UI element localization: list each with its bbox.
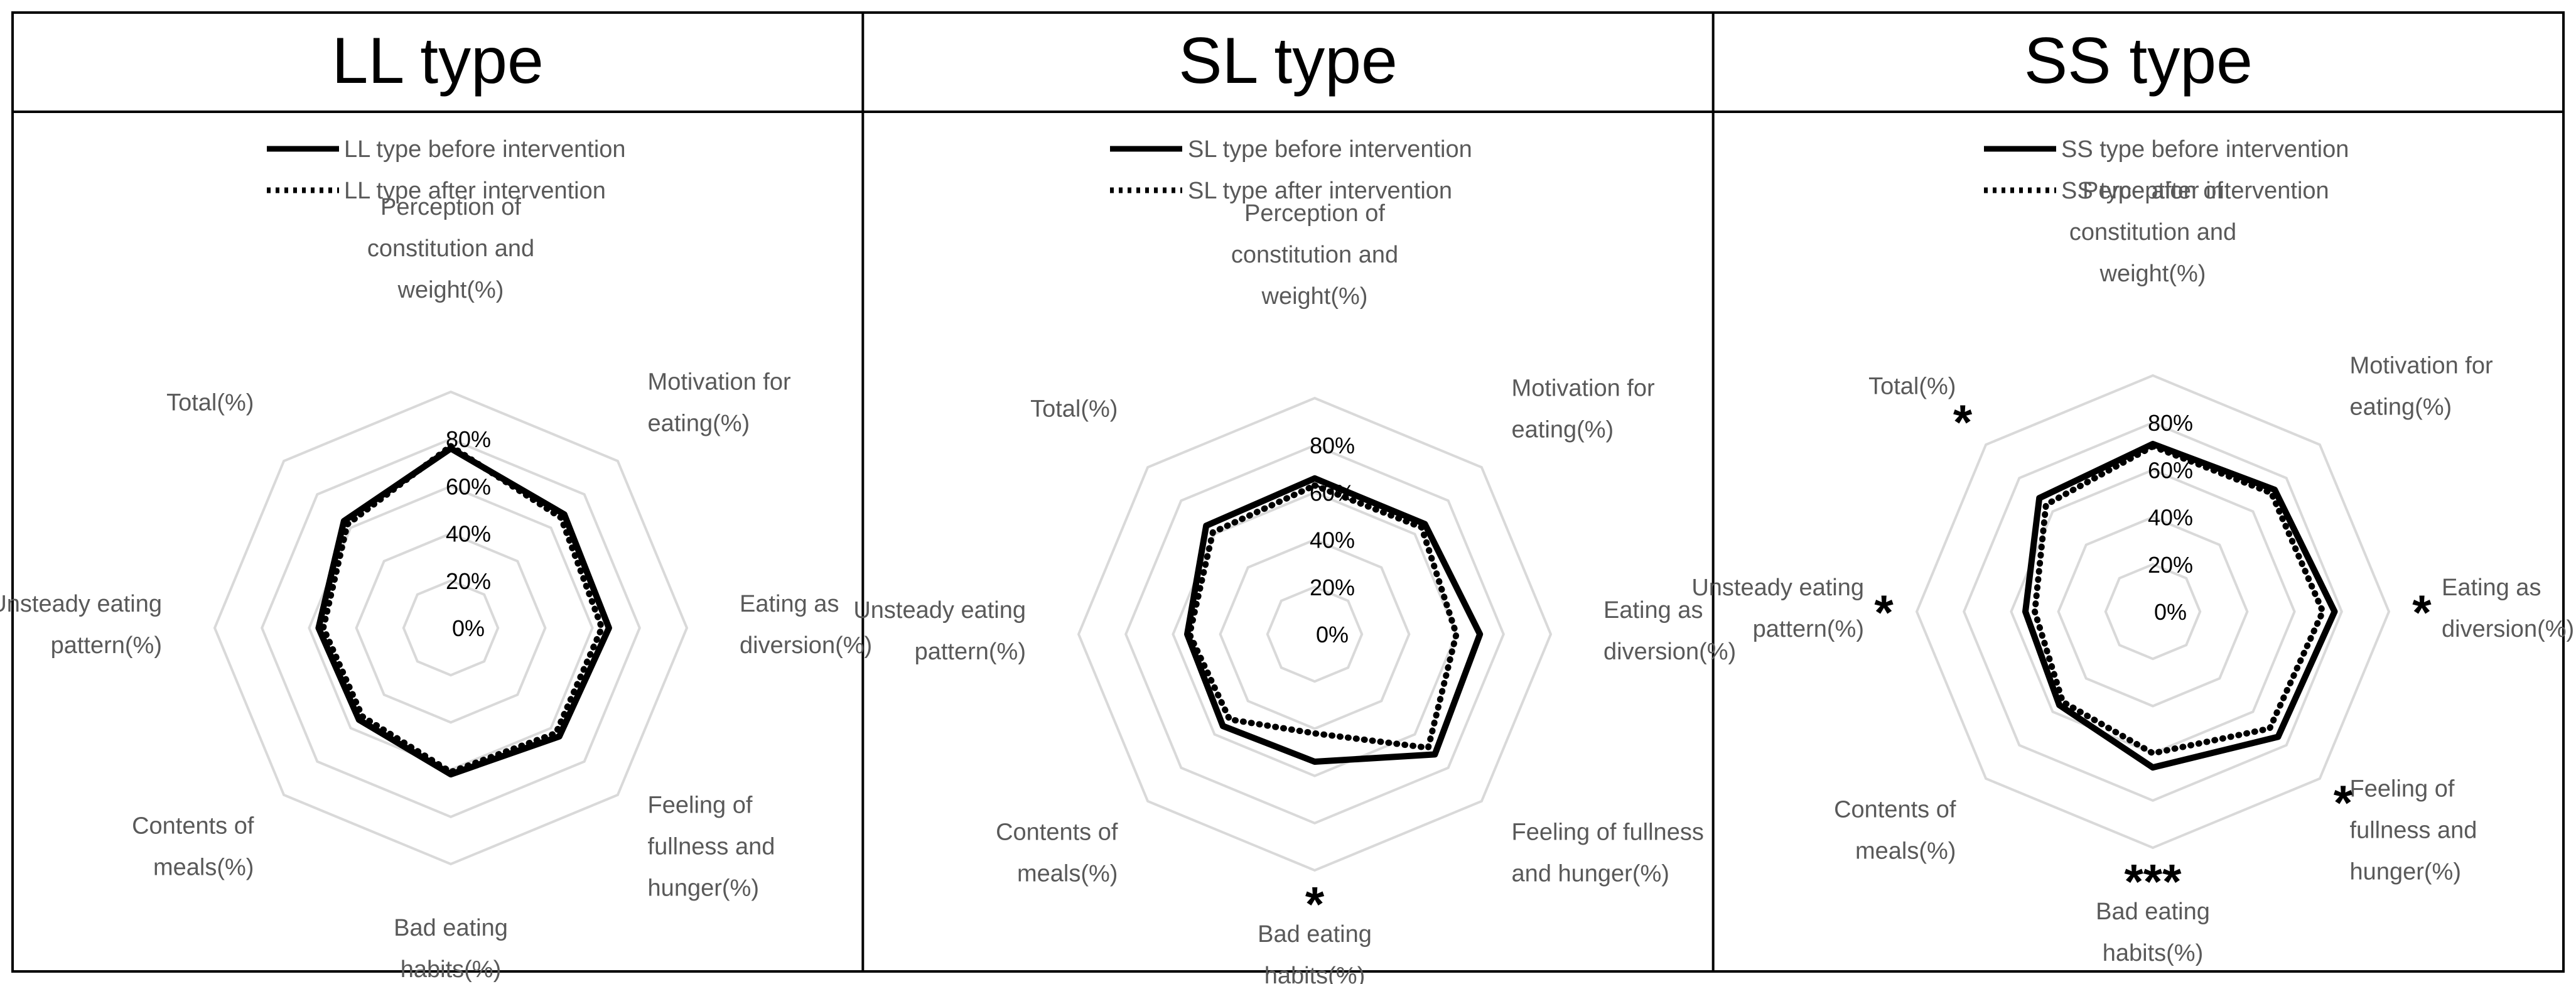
series-line-before (1184, 475, 1484, 765)
significance-marker: * (2412, 585, 2432, 640)
tick-label: 0% (2154, 599, 2187, 625)
axis-label: Motivation for eating(%) (2350, 352, 2493, 420)
legend-label-before: SS type before intervention (2061, 136, 2349, 163)
axis-label: Total(%) (166, 389, 254, 416)
axis-label: Perception of constitution and weight(%) (1231, 200, 1398, 310)
panel-title: SS type (2024, 24, 2253, 97)
axis-label: Contents of meals(%) (132, 813, 254, 881)
axis-label: Bad eating habits(%) (1258, 921, 1372, 984)
axis-label: Eating as diversion(%) (740, 591, 872, 659)
panel-title: LL type (332, 24, 544, 97)
series-line-before (2022, 441, 2338, 771)
axis-label: Total(%) (1030, 396, 1118, 422)
grid-ring (1963, 421, 2343, 802)
series-line-before (315, 445, 612, 778)
tick-label: 40% (1310, 527, 1355, 553)
grid-ring (1077, 396, 1553, 872)
axis-label: Contents of meals(%) (996, 819, 1118, 887)
grid-ring (2104, 563, 2202, 661)
axis-label: Eating as diversion(%) (2442, 575, 2574, 642)
radar-panel-3: SS type SS type before intervention SS typ… (1691, 24, 2574, 966)
axis-label: Unsteady eating pattern(%) (853, 597, 1026, 665)
legend-label-after: SL type after intervention (1188, 178, 1452, 204)
grid-ring (261, 438, 641, 818)
axis-label: Bad eating habits(%) (2096, 899, 2210, 966)
axis-label: Unsteady eating pattern(%) (0, 591, 162, 659)
significance-marker: * (1953, 394, 1973, 450)
grid-ring (1219, 538, 1411, 730)
grid-ring (1124, 444, 1505, 825)
axis-label: Perception of constitution and weight(%) (2069, 178, 2236, 287)
axis-label: Feeling of fullness and hunger(%) (648, 792, 775, 902)
significance-marker: * (1874, 585, 1894, 640)
legend-label-after: LL type after intervention (344, 178, 606, 204)
tick-label: 0% (1316, 622, 1349, 647)
series-line-after (320, 443, 605, 776)
significance-marker: * (2334, 775, 2353, 830)
axis-label: Bad eating habits(%) (394, 915, 508, 983)
tick-label: 40% (446, 521, 491, 547)
axis-label: Eating as diversion(%) (1603, 597, 1736, 665)
axis-label: Total(%) (1868, 373, 1956, 399)
grid-ring (1266, 585, 1364, 683)
grid-ring (355, 532, 547, 724)
figure-frame (11, 11, 2565, 973)
axis-label: Unsteady eating pattern(%) (1691, 575, 1864, 642)
radar-panel-2: SL type SL type before intervention SL typ… (853, 24, 1736, 984)
tick-label: 0% (452, 615, 485, 641)
grid-ring (2057, 516, 2249, 708)
tick-label: 20% (2148, 552, 2193, 578)
axis-label: Perception of constitution and weight(%) (367, 194, 534, 303)
tick-label: 60% (2148, 457, 2193, 483)
grid-ring (402, 579, 500, 677)
grid-ring (1915, 374, 2391, 850)
axis-label: Contents of meals(%) (1834, 797, 1956, 865)
tick-label: 80% (1310, 433, 1355, 458)
grid-ring (213, 390, 689, 866)
significance-marker: * (1305, 876, 1325, 931)
legend-label-before: LL type before intervention (344, 136, 626, 163)
radar-panel-1: LL type LL type before intervention LL typ… (0, 24, 872, 983)
tick-label: 80% (2148, 410, 2193, 436)
legend-label-after: SS type after intervention (2061, 178, 2329, 204)
axis-label: Motivation for eating(%) (648, 369, 791, 436)
axis-label: Feeling of fullness and hunger(%) (1512, 819, 1704, 887)
tick-label: 20% (446, 568, 491, 594)
tick-label: 40% (2148, 505, 2193, 531)
legend-label-before: SL type before intervention (1188, 136, 1472, 163)
tick-label: 60% (446, 473, 491, 499)
axis-label: Motivation for eating(%) (1512, 375, 1655, 443)
series-line-after (2032, 443, 2326, 757)
series-line-after (1186, 482, 1460, 751)
significance-marker: *** (2124, 853, 2182, 909)
panel-title: SL type (1178, 24, 1398, 97)
axis-label: Feeling of fullness and hunger(%) (2350, 776, 2477, 885)
tick-label: 20% (1310, 575, 1355, 600)
